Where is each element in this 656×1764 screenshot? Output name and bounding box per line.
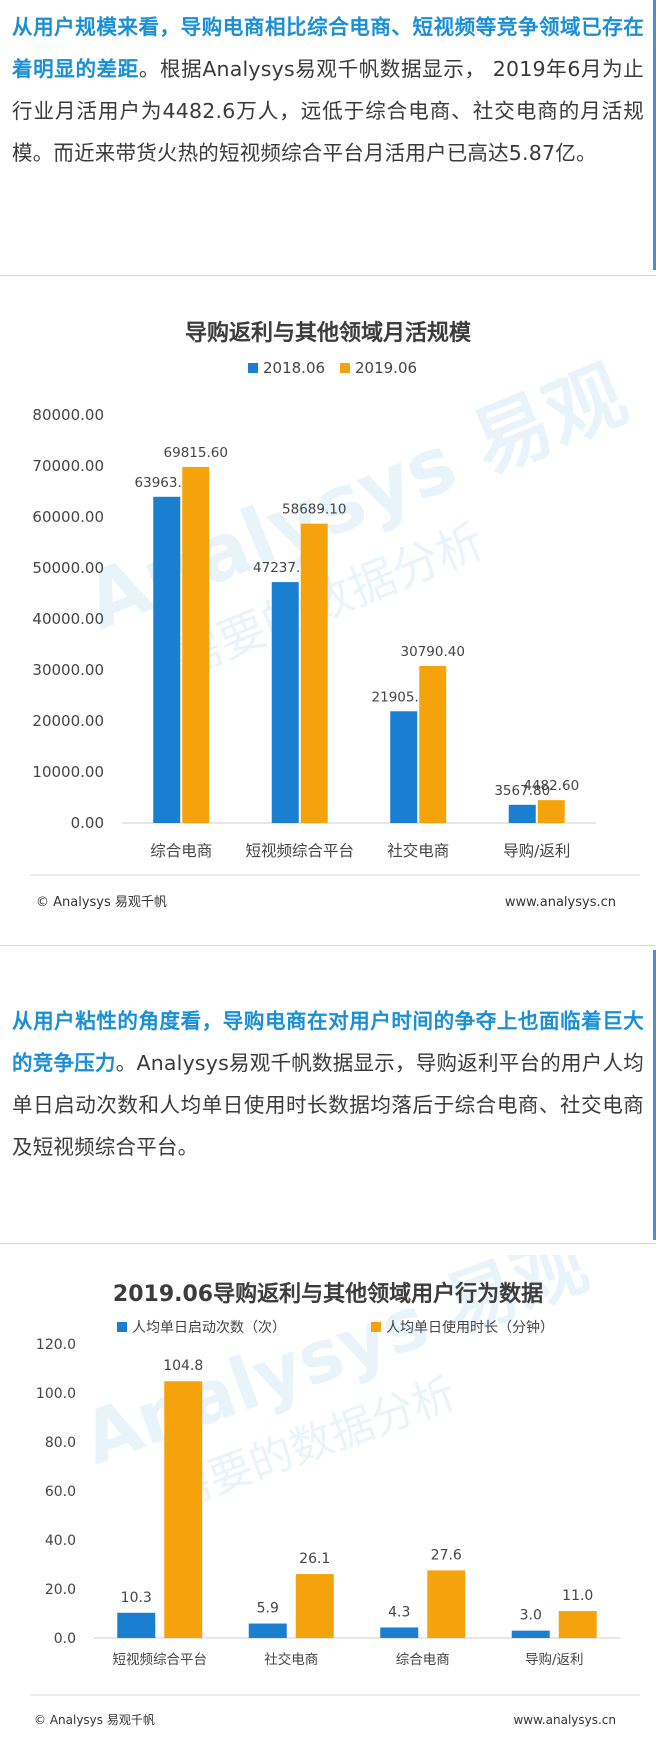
x-tick-label: 短视频综合平台 [245, 842, 354, 860]
legend-swatch [340, 363, 350, 373]
y-tick-label: 40000.00 [32, 610, 104, 628]
x-tick-label: 社交电商 [264, 1651, 318, 1668]
bar [117, 1612, 156, 1638]
bar [511, 1630, 550, 1638]
accent-rule-top [653, 0, 656, 270]
y-tick-label: 60000.00 [32, 508, 104, 526]
y-tick-label: 0.0 [54, 1631, 76, 1647]
data-label: 10.3 [121, 1590, 152, 1606]
bar [295, 1574, 334, 1638]
data-label: 58689.10 [282, 502, 346, 518]
paragraph-highlight: 从用户规模来看，导购电商相比综合电商、短视频等竞争领域已存在着明显的差距 [12, 15, 644, 81]
chart-user-behavior: Analysys 易观 需要的数据分析 2019.06导购返利与其他领域用户行为数据… [0, 1255, 656, 1764]
y-tick-label: 100.0 [36, 1386, 76, 1402]
footer-copyright: © Analysys 易观千帆 [34, 1712, 155, 1727]
y-tick-label: 30000.00 [32, 661, 104, 679]
divider [0, 945, 656, 946]
chart-title: 2019.06导购返利与其他领域用户行为数据 [113, 1281, 543, 1307]
data-label: 104.8 [163, 1358, 203, 1374]
y-tick-label: 80000.00 [32, 406, 104, 424]
y-tick-label: 0.00 [71, 814, 104, 832]
bar [427, 1570, 466, 1638]
chart-monthly-active: Analysys 易观 需要的数据分析 导购返利与其他领域月活规模 2018.06 20… [0, 300, 656, 940]
chart1-svg: Analysys 易观需要的数据分析2019.06导购返利与其他领域用户行为数据… [30, 1255, 640, 1727]
paragraph-user-scale: 从用户规模来看，导购电商相比综合电商、短视频等竞争领域已存在着明显的差距。根据A… [12, 6, 644, 174]
y-tick-label: 80.0 [45, 1435, 76, 1451]
legend-swatch [117, 1322, 127, 1332]
data-label: 27.6 [431, 1547, 462, 1563]
data-label: 30790.40 [401, 644, 465, 660]
footer-url: www.analysys.cn [505, 895, 616, 910]
accent-rule-mid [653, 950, 656, 1240]
y-tick-label: 60.0 [45, 1484, 76, 1500]
data-label: 69815.60 [164, 445, 228, 461]
divider [0, 275, 656, 276]
paragraph-body: 。根据Analysys易观千帆数据显示， 2019年6月为止行业月活用户为448… [12, 57, 644, 165]
bar [248, 1623, 287, 1638]
data-label: 5.9 [257, 1601, 279, 1617]
bar [537, 800, 565, 823]
y-tick-label: 50000.00 [32, 559, 104, 577]
y-tick-label: 10000.00 [32, 763, 104, 781]
y-tick-label: 120.0 [36, 1337, 76, 1353]
legend-swatch [248, 363, 258, 373]
y-tick-label: 70000.00 [32, 457, 104, 475]
x-tick-label: 导购/返利 [503, 842, 570, 860]
data-label: 11.0 [562, 1588, 593, 1604]
y-tick-label: 20.0 [45, 1582, 76, 1598]
data-label: 3.0 [520, 1608, 542, 1624]
footer-url: www.analysys.cn [513, 1713, 616, 1727]
x-tick-label: 社交电商 [387, 842, 449, 860]
paragraph-highlight: 从用户粘性的角度看，导购电商在对用户时间的争夺上也面临着巨大的竞争压力 [12, 1009, 644, 1075]
legend-label: 人均单日使用时长（分钟） [386, 1319, 554, 1336]
x-tick-label: 综合电商 [150, 842, 212, 860]
paragraph-user-stickiness: 从用户粘性的角度看，导购电商在对用户时间的争夺上也面临着巨大的竞争压力。Anal… [12, 1000, 644, 1168]
bar [508, 804, 536, 823]
bar [271, 582, 299, 823]
y-tick-label: 40.0 [45, 1533, 76, 1549]
data-label: 3567.80 [494, 783, 550, 799]
x-tick-label: 导购/返利 [525, 1652, 584, 1668]
legend-label: 2019.06 [355, 359, 417, 377]
legend-label: 人均单日启动次数（次） [132, 1320, 286, 1336]
bar [300, 523, 328, 823]
bar [390, 711, 418, 823]
bar [182, 466, 210, 823]
bar [153, 496, 181, 823]
bar [164, 1381, 203, 1638]
chart-title: 导购返利与其他领域月活规模 [185, 320, 472, 346]
legend-label: 2018.06 [263, 359, 325, 377]
bar [380, 1627, 419, 1638]
footer-copyright: © Analysys 易观千帆 [36, 895, 167, 910]
x-tick-label: 短视频综合平台 [113, 1652, 208, 1668]
data-label: 4.3 [388, 1604, 410, 1620]
data-label: 26.1 [299, 1551, 330, 1567]
bar [558, 1611, 597, 1638]
bar [419, 665, 447, 823]
x-tick-label: 综合电商 [396, 1652, 450, 1668]
legend-swatch [371, 1322, 381, 1332]
y-tick-label: 20000.00 [32, 712, 104, 730]
paragraph-body: 。Analysys易观千帆数据显示，导购返利平台的用户人均单日启动次数和人均单日… [12, 1051, 644, 1159]
data-label: 4482.60 [523, 778, 579, 794]
divider [0, 1243, 656, 1244]
